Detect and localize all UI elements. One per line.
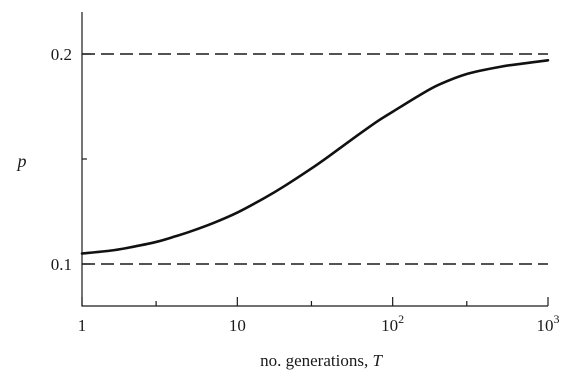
y-axis-title: p	[16, 151, 27, 171]
series-group	[80, 59, 550, 255]
y-tick-label: 0.2	[51, 45, 72, 64]
x-tick-label: 103	[537, 312, 560, 335]
reference-lines	[82, 53, 548, 265]
x-tick-label: 102	[381, 312, 404, 335]
x-axis-title: no. generations, T	[260, 351, 383, 370]
x-tick-label: 10	[229, 316, 246, 335]
x-tick-label: 1	[78, 316, 87, 335]
y-tick-label: 0.1	[51, 255, 72, 274]
axis-frame	[81, 12, 548, 307]
x-ticks: 1 10 102 103	[78, 297, 560, 335]
series-line-0	[80, 59, 550, 255]
y-ticks: 0.1 0.2	[51, 45, 91, 274]
axes	[81, 12, 548, 307]
